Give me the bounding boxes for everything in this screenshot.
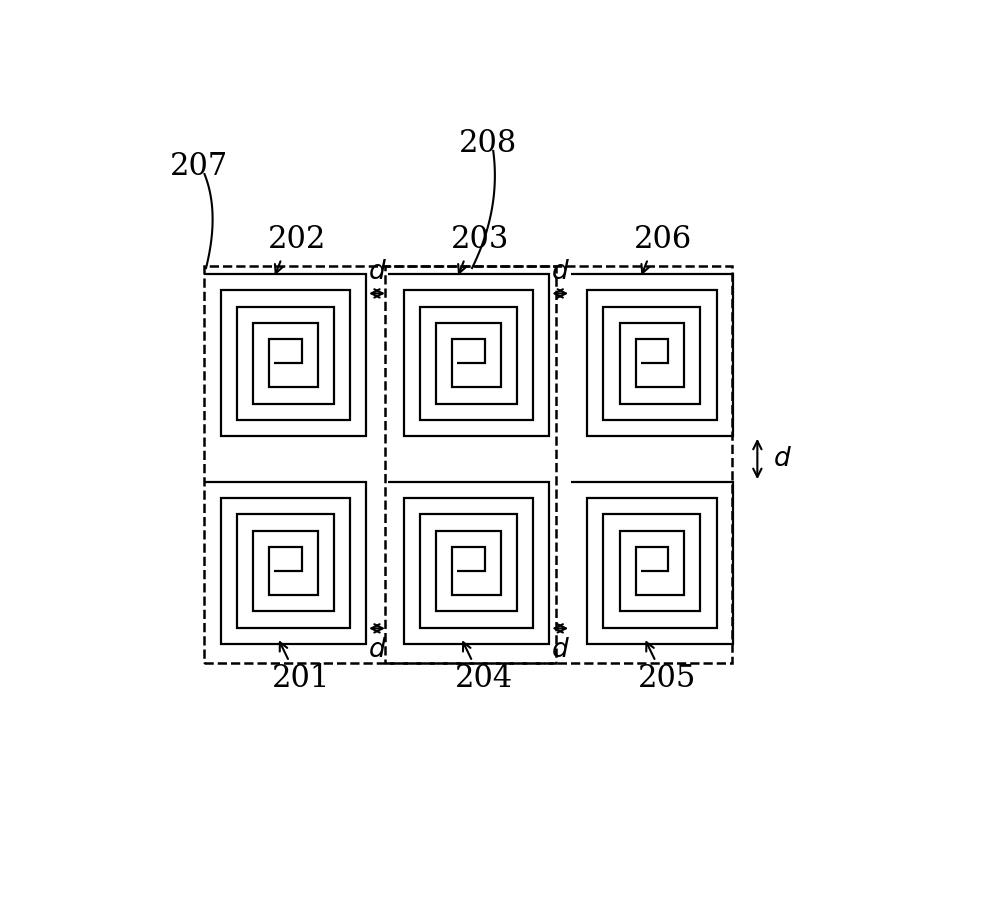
Bar bbox=[385, 266, 732, 663]
Text: 208: 208 bbox=[459, 128, 517, 159]
Text: $d$: $d$ bbox=[368, 260, 386, 285]
Text: 204: 204 bbox=[455, 663, 513, 694]
Text: $d$: $d$ bbox=[551, 260, 570, 285]
Text: $d$: $d$ bbox=[368, 637, 386, 663]
Text: 202: 202 bbox=[268, 224, 326, 255]
Text: 207: 207 bbox=[170, 151, 228, 182]
Text: 206: 206 bbox=[634, 224, 693, 255]
Text: $d$: $d$ bbox=[773, 446, 791, 472]
Text: 203: 203 bbox=[451, 224, 509, 255]
Bar bbox=[204, 266, 556, 663]
Text: 201: 201 bbox=[272, 663, 330, 694]
Text: 205: 205 bbox=[638, 663, 696, 694]
Text: $d$: $d$ bbox=[551, 637, 570, 663]
